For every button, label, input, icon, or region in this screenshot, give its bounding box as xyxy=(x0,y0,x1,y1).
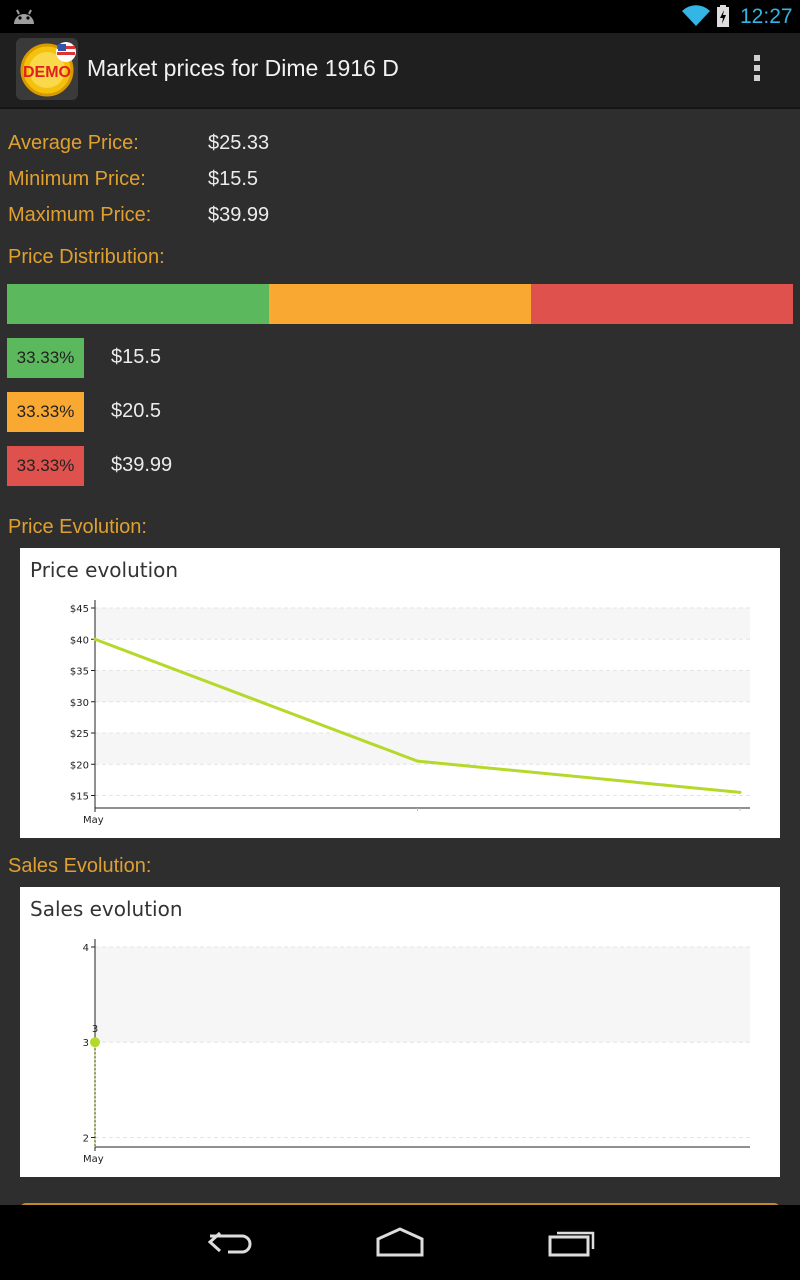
price-point xyxy=(416,759,419,763)
chart-title: Price evolution xyxy=(30,558,179,582)
navigation-bar xyxy=(0,1205,800,1280)
sales-evolution-title: Sales Evolution: xyxy=(8,855,152,877)
y-tick-label: $25 xyxy=(70,729,89,740)
grid-band xyxy=(95,733,750,765)
y-tick-label: $40 xyxy=(70,635,89,646)
page-title: Market prices for Dime 1916 D xyxy=(87,55,399,81)
grid-band xyxy=(95,947,750,1043)
distribution-legend-row: 33.33% $20.5 xyxy=(7,392,407,432)
minimum-price-value: $15.5 xyxy=(208,168,259,190)
distribution-price: $20.5 xyxy=(111,400,162,422)
sales-point-label: 3 xyxy=(92,1024,98,1035)
android-debug-icon xyxy=(14,9,34,24)
wifi-icon xyxy=(682,5,710,27)
grid-band xyxy=(95,608,750,640)
y-tick-label: $15 xyxy=(70,792,89,803)
average-price-value: $25.33 xyxy=(208,132,270,154)
price-point xyxy=(738,790,742,794)
bottom-action-button-edge[interactable] xyxy=(20,1203,780,1217)
y-tick-label: $30 xyxy=(70,698,89,709)
average-price-label: Average Price: xyxy=(8,132,139,154)
price-point xyxy=(93,637,97,641)
overflow-menu-icon[interactable] xyxy=(752,55,762,85)
recent-apps-icon[interactable] xyxy=(547,1225,597,1259)
distribution-segment xyxy=(7,284,269,324)
sales-point xyxy=(90,1037,100,1048)
price-distribution-title: Price Distribution: xyxy=(8,246,165,268)
distribution-segment xyxy=(269,284,531,324)
maximum-price-label: Maximum Price: xyxy=(8,204,152,226)
y-tick-label: 4 xyxy=(83,943,89,954)
distribution-legend-row: 33.33% $15.5 xyxy=(7,338,407,378)
price-series-line xyxy=(94,637,741,794)
distribution-legend-row: 33.33% $39.99 xyxy=(7,446,407,486)
price-distribution-bar xyxy=(7,284,793,324)
distribution-percent-badge: 33.33% xyxy=(7,446,84,486)
price-evolution-title: Price Evolution: xyxy=(8,516,147,538)
home-icon[interactable] xyxy=(375,1225,425,1259)
price-evolution-plot: $15 $20 $25 $30 $35 $40 $45 May xyxy=(70,600,750,826)
status-clock: 12:27 xyxy=(740,5,793,28)
distribution-price: $39.99 xyxy=(111,454,173,476)
minimum-price-label: Minimum Price: xyxy=(8,168,146,190)
y-tick-label: $45 xyxy=(70,604,89,615)
status-bar: 12:27 xyxy=(0,0,800,33)
x-tick-label: May xyxy=(83,815,104,826)
y-tick-label: 2 xyxy=(83,1133,89,1144)
app-logo-icon[interactable]: DEMO xyxy=(16,38,78,100)
price-evolution-chart[interactable]: Price evolution $15 $20 $25 $30 $35 $40 $45 May xyxy=(20,548,780,838)
maximum-price-value: $39.99 xyxy=(208,204,270,226)
y-tick-label: $20 xyxy=(70,760,89,771)
distribution-segment xyxy=(531,284,793,324)
action-bar: DEMO Market prices for Dime 1916 D xyxy=(0,33,800,109)
y-tick-label: $35 xyxy=(70,667,89,678)
grid-band xyxy=(95,670,750,702)
sales-evolution-plot: 2 3 4 May 3 xyxy=(83,939,750,1165)
distribution-percent-badge: 33.33% xyxy=(7,392,84,432)
distribution-percent-badge: 33.33% xyxy=(7,338,84,378)
sales-evolution-chart[interactable]: Sales evolution 2 3 4 May 3 xyxy=(20,887,780,1177)
back-icon[interactable] xyxy=(206,1225,254,1259)
chart-title: Sales evolution xyxy=(30,897,183,921)
x-tick-label: May xyxy=(83,1154,104,1165)
y-tick-label: 3 xyxy=(83,1038,89,1049)
distribution-price: $15.5 xyxy=(111,346,162,368)
battery-charging-icon xyxy=(717,5,729,27)
svg-text:DEMO: DEMO xyxy=(23,64,71,81)
